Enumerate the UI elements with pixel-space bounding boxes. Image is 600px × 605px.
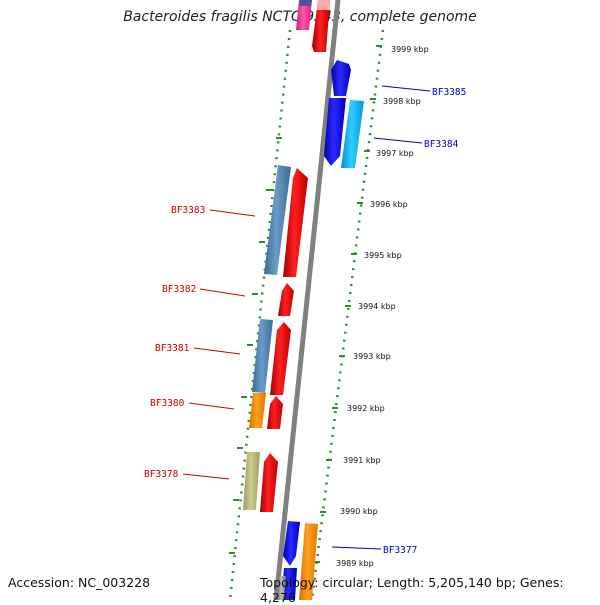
inner-scale-dashes xyxy=(229,137,282,554)
tick-label: 3991 kbp xyxy=(343,456,381,465)
accession-text: Accession: NC_003228 xyxy=(8,575,151,590)
right-gene-labels: BF3385 BF3384 BF3377 xyxy=(331,85,466,556)
gene-BF3377-arrow xyxy=(281,521,318,600)
gene-label-BF3377: BF3377 xyxy=(383,545,417,556)
tick-label: 3993 kbp xyxy=(353,352,391,361)
gene-BF3380-arrow xyxy=(249,393,283,429)
gene-label-BF3378: BF3378 xyxy=(144,469,179,480)
gene-top-partial xyxy=(296,0,330,52)
gene-label-BF3385: BF3385 xyxy=(432,87,466,98)
gene-label-BF3382: BF3382 xyxy=(162,284,196,295)
gene-label-BF3381: BF3381 xyxy=(155,343,190,354)
topology-text: Topology: circular; Length: 5,205,140 bp… xyxy=(260,575,564,605)
left-gene-labels: BF3383 BF3382 BF3381 BF3380 BF3378 xyxy=(144,205,256,480)
tick-label: 3990 kbp xyxy=(340,507,378,516)
gene-label-BF3384: BF3384 xyxy=(424,139,459,150)
tick-label: 3997 kbp xyxy=(376,149,414,158)
tick-label: 3992 kbp xyxy=(347,404,385,413)
tick-label: 3998 kbp xyxy=(383,97,421,106)
genome-backbone xyxy=(273,0,341,600)
tick-label: 3999 kbp xyxy=(391,45,429,54)
tick-label: 3994 kbp xyxy=(358,302,396,311)
tick-labels: 3999 kbp 3998 kbp 3997 kbp 3996 kbp 3995… xyxy=(336,45,429,568)
gene-BF3382-arrow xyxy=(278,283,294,316)
gene-BF3378-arrow xyxy=(243,452,278,512)
gene-block-blue-pair xyxy=(324,98,364,168)
tick-label: 3995 kbp xyxy=(364,251,402,260)
tick-label: 3989 kbp xyxy=(336,559,374,568)
tick-label: 3996 kbp xyxy=(370,200,408,209)
gene-BF3381-arrow xyxy=(252,319,291,395)
gene-label-BF3380: BF3380 xyxy=(150,398,185,409)
gene-BF3383-arrow xyxy=(264,165,308,277)
gene-BF3385-arrow xyxy=(331,60,351,96)
gene-label-BF3383: BF3383 xyxy=(171,205,205,216)
backbone-bottom-gene xyxy=(277,576,286,600)
